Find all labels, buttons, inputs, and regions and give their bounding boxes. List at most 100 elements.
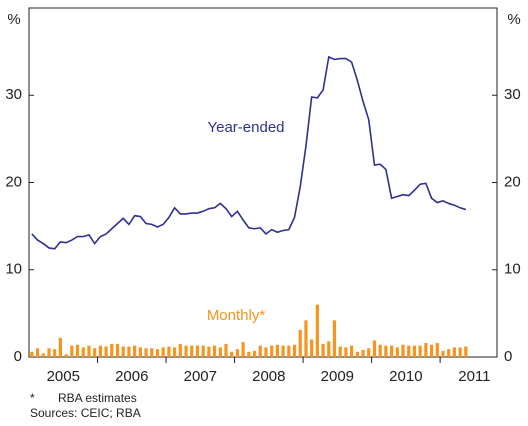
bar	[75, 344, 80, 357]
y2-axis-label: %	[507, 11, 520, 28]
bar	[127, 346, 131, 357]
y-tick-label: 0	[14, 348, 22, 365]
bar	[264, 347, 268, 357]
bar	[418, 345, 422, 357]
bar	[338, 346, 342, 357]
x-tick-label: 2010	[389, 368, 422, 385]
bar	[447, 349, 451, 357]
note-marker: *	[30, 391, 35, 405]
bar	[395, 347, 399, 357]
bar	[218, 347, 222, 357]
bar	[435, 343, 439, 357]
bar	[64, 354, 68, 357]
y2-tick-label: 20	[504, 173, 521, 190]
y-tick-label: 30	[5, 86, 22, 103]
bar	[332, 320, 337, 357]
bar	[458, 347, 462, 357]
bar	[315, 304, 319, 357]
bar	[424, 343, 428, 357]
note: RBA estimates	[58, 391, 137, 405]
bar	[195, 345, 200, 357]
series-label: Year-ended	[207, 119, 284, 136]
series-label: Monthly*	[207, 307, 266, 324]
bar	[144, 348, 148, 357]
bar	[53, 349, 57, 357]
source: Sources: CEIC; RBA	[30, 406, 141, 420]
bar	[115, 343, 120, 357]
plot-frame	[28, 7, 498, 358]
bar	[247, 351, 251, 357]
bar	[292, 344, 297, 357]
y-tick-label: 20	[5, 173, 22, 190]
bar	[87, 345, 91, 357]
bar	[81, 347, 85, 357]
bar	[441, 350, 445, 357]
x-tick-label: 2011	[458, 368, 490, 385]
bar	[167, 346, 171, 357]
bar	[207, 346, 211, 357]
x-tick-label: 2007	[184, 368, 217, 385]
bar	[372, 340, 377, 357]
bar	[412, 345, 417, 357]
bar	[452, 347, 456, 357]
bar	[310, 339, 314, 357]
bar	[184, 345, 188, 357]
bar	[355, 351, 359, 357]
bar	[133, 345, 137, 357]
bar	[161, 347, 165, 357]
bar	[464, 346, 468, 357]
bar	[429, 344, 434, 357]
bar	[321, 343, 325, 357]
bar	[58, 337, 62, 357]
bar	[190, 345, 194, 357]
bar	[258, 345, 262, 357]
x-tick-label: 2009	[321, 368, 354, 385]
bar	[110, 343, 114, 357]
bar	[104, 346, 108, 357]
bar	[30, 351, 34, 357]
bar	[304, 320, 308, 357]
bar	[281, 345, 285, 357]
bar	[275, 344, 279, 357]
x-tick-label: 2008	[252, 368, 285, 385]
bar	[367, 348, 371, 357]
bar	[298, 329, 302, 357]
bar	[150, 348, 154, 357]
bar	[390, 345, 394, 357]
bar	[41, 353, 45, 357]
bar	[173, 347, 177, 357]
bar	[155, 349, 160, 357]
bar	[224, 343, 228, 357]
y-tick-label: 10	[5, 261, 22, 278]
bar	[70, 345, 74, 357]
x-tick-label: 2006	[115, 368, 148, 385]
bar	[361, 350, 365, 357]
bar	[138, 347, 142, 357]
bar	[384, 345, 388, 357]
bar	[178, 343, 182, 357]
bar	[287, 345, 291, 357]
bar	[344, 347, 348, 357]
line	[31, 55, 467, 250]
bar	[212, 345, 217, 357]
bar	[349, 345, 354, 357]
y2-tick-label: 30	[504, 86, 521, 103]
y-axis-label: %	[7, 11, 20, 28]
bar	[201, 345, 205, 357]
y2-tick-label: 10	[504, 261, 521, 278]
x-tick-label: 2005	[47, 368, 80, 385]
bar	[241, 342, 245, 357]
bar	[252, 350, 257, 357]
bar	[401, 344, 405, 357]
bar	[93, 348, 97, 357]
bar	[230, 351, 234, 357]
bar	[121, 346, 125, 357]
bar	[270, 345, 274, 357]
bar	[378, 344, 382, 357]
bar	[407, 345, 411, 357]
bar	[327, 341, 331, 357]
bar	[235, 349, 240, 357]
bar	[35, 348, 40, 357]
y2-tick-label: 0	[504, 348, 512, 365]
